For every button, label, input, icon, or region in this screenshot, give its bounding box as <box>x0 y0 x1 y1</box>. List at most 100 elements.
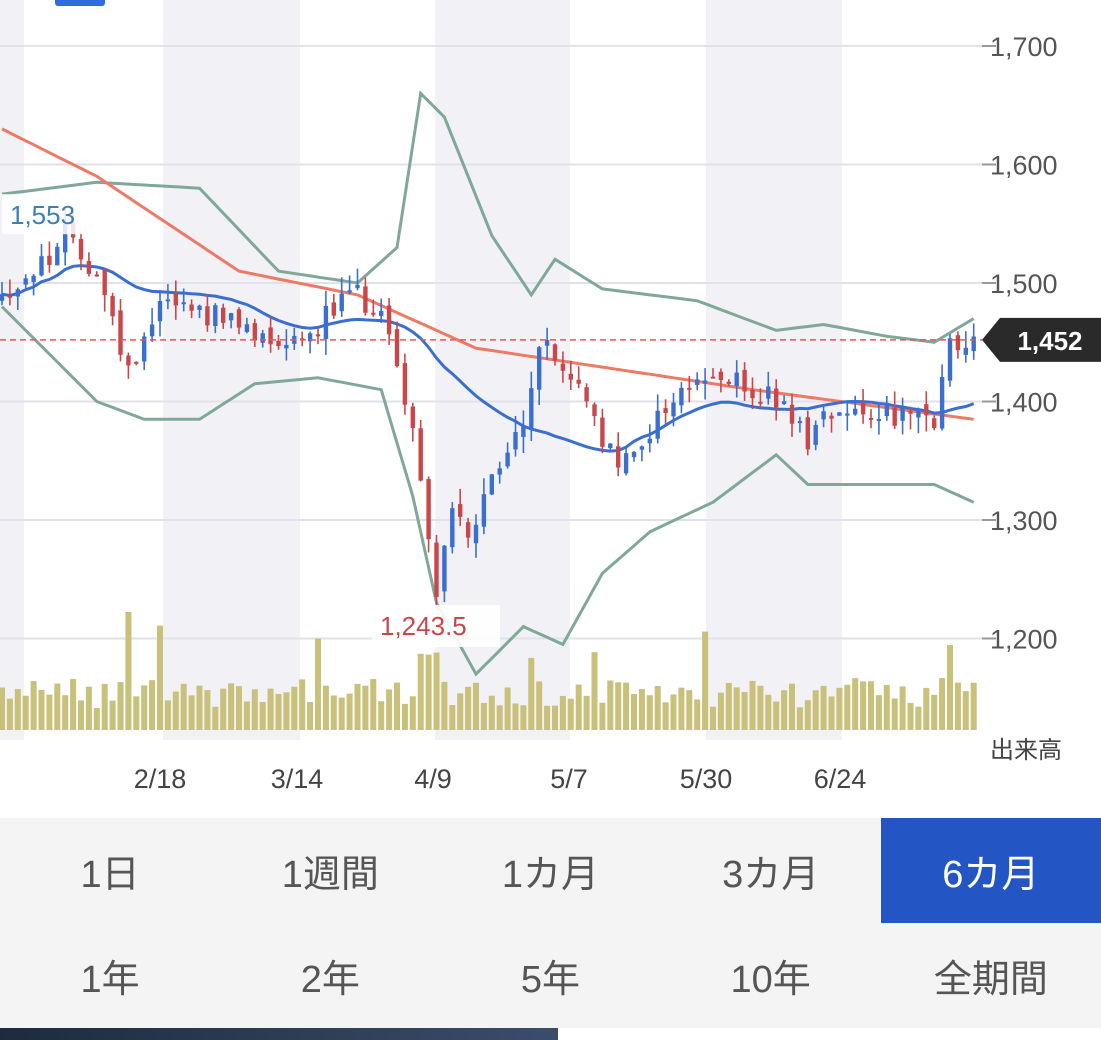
volume-bar <box>552 705 558 730</box>
candle-body <box>355 284 360 289</box>
candle-body <box>552 344 558 361</box>
candle-body <box>347 290 352 293</box>
volume-bar <box>212 706 219 730</box>
candle-body <box>31 275 36 283</box>
volume-bar <box>749 680 756 730</box>
volume-bar <box>710 706 716 730</box>
candle-body <box>497 468 502 475</box>
period-button-3m[interactable]: 3カ月 <box>722 854 820 896</box>
candle-body <box>631 451 637 458</box>
candle-body <box>671 402 676 417</box>
candle-body <box>173 293 178 306</box>
period-button-all[interactable]: 全期間 <box>933 959 1048 1001</box>
stock-chart[interactable]: 1,452 1,553 1,243.5 1,700 1,600 1,500 1,400 1,… <box>0 0 1101 818</box>
volume-bar <box>362 685 369 730</box>
volume-bar <box>236 686 242 730</box>
volume-bar <box>915 706 922 730</box>
candle-body <box>110 295 115 317</box>
period-button-1w[interactable]: 1週間 <box>281 854 379 896</box>
candle-body <box>276 340 281 347</box>
volume-bar <box>370 678 377 730</box>
candle-body <box>853 408 858 415</box>
candle-body <box>726 381 731 384</box>
volume-bar <box>157 625 163 730</box>
period-button-10y[interactable]: 10年 <box>730 959 811 1001</box>
candle-body <box>537 347 542 390</box>
period-button-2y[interactable]: 2年 <box>300 959 360 1001</box>
volume-bar <box>149 680 156 730</box>
volume-bar <box>836 687 843 730</box>
volume-bar <box>46 694 53 730</box>
volume-bar <box>259 702 266 730</box>
candle-body <box>284 344 289 349</box>
volume-bar <box>631 694 637 730</box>
volume-bar <box>504 687 511 730</box>
period-band <box>0 0 24 740</box>
candle-body <box>189 304 194 311</box>
volume-bar <box>520 705 527 730</box>
volume-bar <box>141 685 148 730</box>
candle-body <box>386 305 392 335</box>
volume-bar <box>291 686 298 730</box>
candle-body <box>410 406 415 429</box>
volume-bar <box>441 681 448 730</box>
volume-bar <box>54 683 61 730</box>
candle-body <box>149 324 155 337</box>
candle-body <box>560 363 566 371</box>
candle-body <box>742 369 747 392</box>
volume-bar <box>725 682 732 730</box>
candle-body <box>94 274 99 277</box>
volume-bar <box>488 695 495 730</box>
volume-bar <box>283 692 290 730</box>
y-tick-label: 1,300 <box>990 506 1058 536</box>
candle-body <box>845 413 850 416</box>
volume-bar <box>591 652 598 730</box>
volume-bar <box>433 652 440 730</box>
current-price-badge <box>982 317 1101 362</box>
candle-body <box>687 387 692 390</box>
candle-body <box>916 408 921 418</box>
volume-bar <box>496 705 503 730</box>
volume-bar <box>125 612 132 730</box>
candle-body <box>252 323 257 341</box>
candle-body <box>458 504 463 517</box>
candle-body <box>734 372 739 387</box>
period-button-5y[interactable]: 5年 <box>520 959 581 1001</box>
period-button-1y[interactable]: 1年 <box>80 959 140 1001</box>
volume-bar <box>473 682 479 730</box>
candle-body <box>213 305 218 327</box>
candle-body <box>663 408 668 413</box>
candle-body <box>623 453 629 474</box>
period-button-1d[interactable]: 1日 <box>80 854 140 896</box>
candle-body <box>860 403 866 415</box>
candle-body <box>837 412 842 416</box>
high-label-bg <box>2 194 98 235</box>
volume-bar <box>970 682 977 730</box>
y-tick-label: 1,400 <box>990 388 1058 418</box>
candle-body <box>900 407 905 421</box>
volume-bar <box>70 678 77 730</box>
candle-body <box>15 289 20 297</box>
x-tick-label: 5/7 <box>550 764 588 794</box>
volume-bar <box>338 697 345 730</box>
period-button-6m[interactable]: 6カ月 <box>880 818 1101 923</box>
volume-bar <box>425 654 432 730</box>
volume-bar <box>741 691 748 730</box>
candle-body <box>766 386 771 399</box>
candle-body <box>134 361 139 364</box>
candle-body <box>813 424 818 445</box>
period-button-1m[interactable]: 1カ月 <box>501 854 600 896</box>
volume-bar <box>962 691 969 730</box>
candle-body <box>781 401 787 404</box>
x-tick-label: 5/30 <box>680 764 733 794</box>
candle-body <box>947 338 953 381</box>
volume-bar <box>172 691 179 730</box>
volume-bar <box>14 689 21 730</box>
bottom-image-edge <box>0 1028 558 1040</box>
candle-body <box>47 255 52 265</box>
low-label-bg <box>372 604 500 647</box>
candle-body <box>695 379 700 385</box>
x-tick-label: 4/9 <box>414 764 452 794</box>
candle-body <box>584 387 589 402</box>
candle-body <box>821 411 826 420</box>
